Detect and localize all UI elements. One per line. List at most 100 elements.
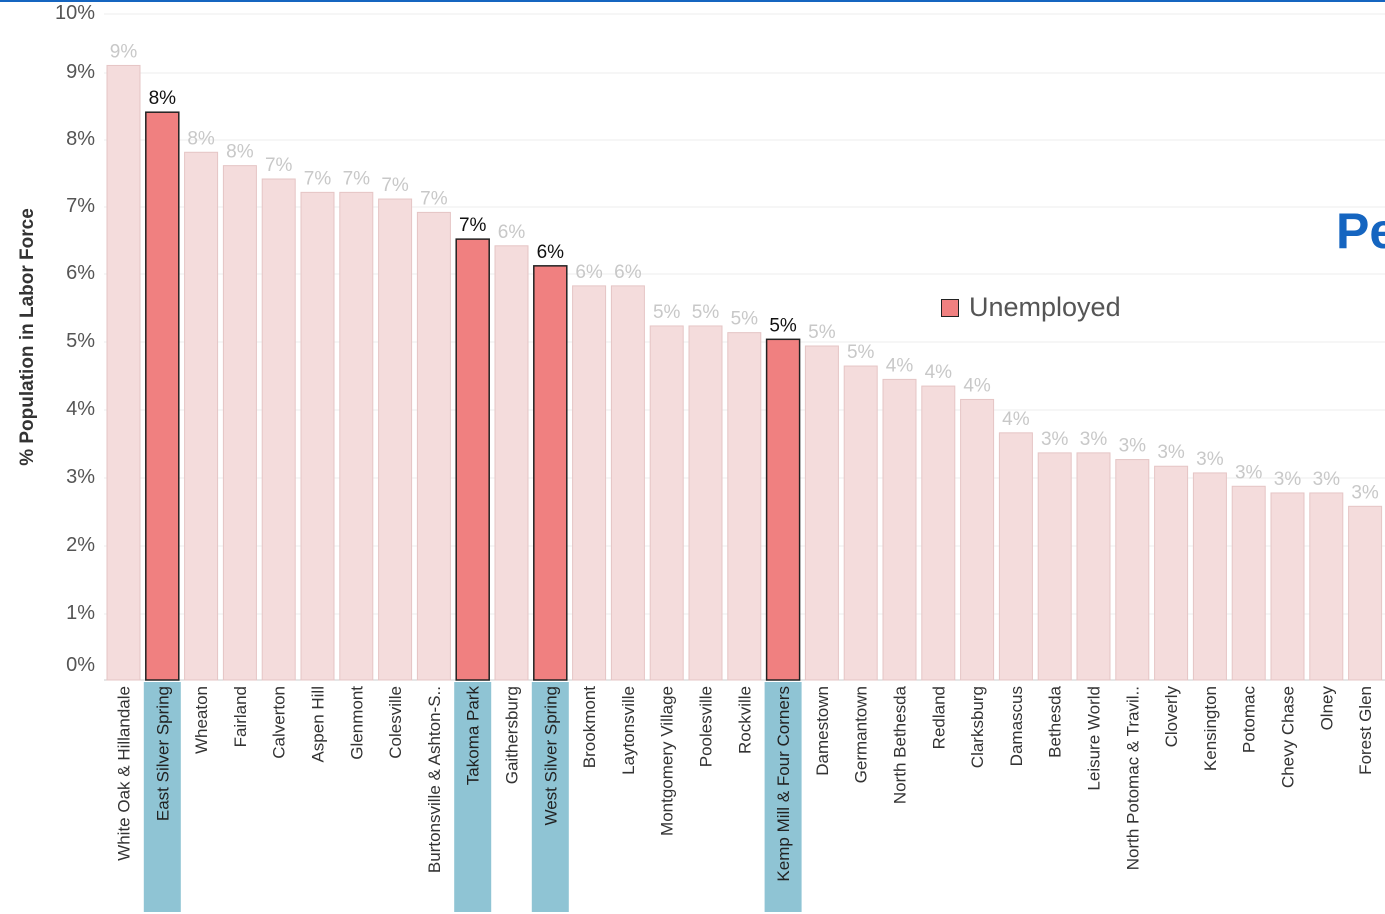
value-label: 5% (847, 342, 875, 363)
value-label: 7% (343, 168, 371, 189)
value-label: 6% (614, 262, 642, 283)
bar (649, 325, 684, 681)
bar (261, 178, 296, 681)
x-tick-label: West Silver Spring (541, 686, 560, 826)
legend-swatch (941, 298, 959, 317)
legend: Unemployed (941, 292, 1121, 323)
value-label: 5% (653, 302, 681, 323)
x-tick-label: East Silver Spring (153, 686, 172, 821)
value-label: 6% (537, 242, 565, 263)
y-tick-label: 0% (66, 654, 95, 676)
value-label: 8% (187, 128, 215, 149)
x-tick-label: Potomac (1240, 686, 1259, 754)
x-tick-label: Gaithersburg (503, 686, 522, 784)
y-tick-label: 1% (66, 602, 95, 624)
top-rule (0, 0, 1385, 2)
bar (610, 285, 645, 681)
category-highlight (531, 682, 569, 912)
value-label: 3% (1313, 469, 1341, 490)
value-label: 7% (265, 155, 293, 176)
y-tick-label: 6% (66, 262, 95, 284)
x-tick-label: Olney (1317, 686, 1336, 731)
y-tick-label: 7% (66, 195, 95, 217)
y-tick-label: 2% (66, 534, 95, 556)
y-tick-label: 8% (66, 128, 95, 150)
value-label: 3% (1196, 449, 1224, 470)
x-tick-label: Damascus (1007, 686, 1026, 766)
x-tick-label: Kemp Mill & Four Corners (774, 686, 793, 882)
y-tick-label: 9% (66, 61, 95, 83)
value-label: 4% (1002, 409, 1030, 430)
x-tick-label: Germantown (852, 686, 871, 783)
category-highlight (143, 682, 181, 912)
bar (494, 245, 529, 681)
x-tick-label: Takoma Park (464, 686, 483, 786)
x-tick-label: Poolesville (697, 686, 716, 767)
category-highlight (764, 682, 802, 912)
value-label: 6% (498, 222, 526, 243)
bar (1115, 459, 1150, 681)
bar (222, 165, 257, 681)
bar (572, 285, 607, 681)
bar (1270, 492, 1305, 681)
bar (882, 378, 917, 681)
value-label: 5% (731, 309, 759, 330)
x-tick-label: Forest Glen (1356, 686, 1375, 775)
bar (455, 238, 490, 681)
value-label: 3% (1041, 429, 1069, 450)
bar (184, 151, 219, 681)
value-label: 6% (575, 262, 603, 283)
value-label: 3% (1274, 469, 1302, 490)
x-tick-label: Calverton (270, 686, 289, 759)
x-tick-label: Redland (929, 686, 948, 749)
x-tick-label: Bethesda (1046, 685, 1065, 757)
x-tick-label: Burtonsville & Ashton-S.. (425, 686, 444, 873)
value-label: 7% (381, 175, 409, 196)
x-tick-label: Laytonsville (619, 686, 638, 775)
bar (533, 265, 568, 681)
bar (416, 211, 451, 681)
bar (339, 191, 374, 681)
x-tick-label: North Potomac & Travil.. (1123, 686, 1142, 870)
bar (1037, 452, 1072, 681)
x-tick-label: White Oak & Hillandale (115, 686, 134, 861)
value-label: 5% (769, 315, 797, 336)
bar (145, 111, 180, 681)
x-tick-label: Wheaton (192, 686, 211, 754)
value-label: 5% (692, 302, 720, 323)
bar (921, 385, 956, 681)
bar (765, 338, 801, 681)
value-label: 7% (304, 168, 332, 189)
y-tick-label: 3% (66, 466, 95, 488)
x-tick-label: Montgomery Village (658, 686, 677, 836)
x-tick-label: Colesville (386, 686, 405, 759)
value-label: 3% (1119, 436, 1147, 457)
value-label: 8% (226, 142, 254, 163)
bar (1154, 465, 1189, 681)
x-tick-label: Cloverly (1162, 686, 1181, 748)
x-tick-label: Kensington (1201, 686, 1220, 771)
bar (960, 398, 995, 681)
value-label: 5% (808, 322, 836, 343)
x-tick-label: Damestown (813, 686, 832, 776)
bar (843, 365, 878, 681)
y-tick-label: 10% (55, 2, 95, 24)
value-label: 3% (1080, 429, 1108, 450)
bar (1192, 472, 1227, 681)
bar (106, 64, 141, 681)
x-tick-label: North Bethesda (891, 685, 910, 804)
bar (688, 325, 723, 681)
bar (1076, 452, 1111, 681)
x-tick-label: Fairland (231, 686, 250, 747)
bar (300, 191, 335, 681)
y-tick-label: 5% (66, 330, 95, 352)
value-label: 3% (1235, 462, 1263, 483)
x-tick-label: Leisure World (1085, 686, 1104, 791)
x-tick-label: Glenmont (347, 686, 366, 760)
value-label: 4% (963, 375, 991, 396)
value-label: 7% (459, 215, 487, 236)
bar (1348, 505, 1383, 681)
x-tick-label: Chevy Chase (1279, 686, 1298, 788)
bar (998, 432, 1033, 681)
